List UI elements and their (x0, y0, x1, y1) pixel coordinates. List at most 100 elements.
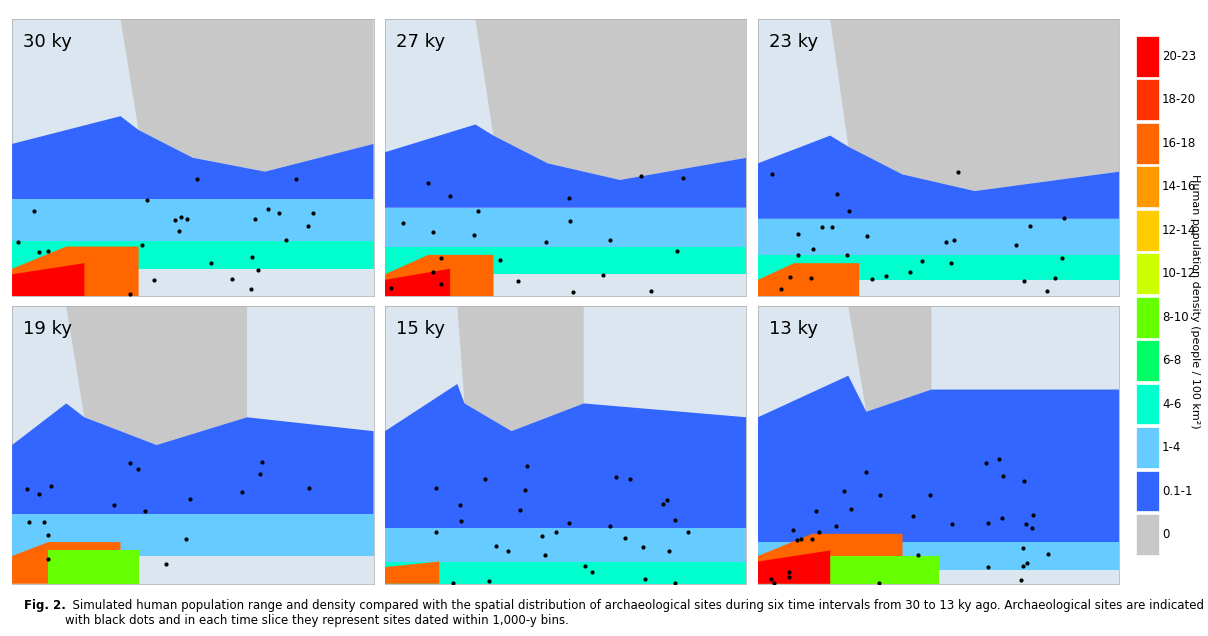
Point (660, 546, 679, 556)
Point (469, 206, 488, 216)
Text: 14-16: 14-16 (1162, 180, 1196, 193)
Bar (1136, 80, 1158, 120)
Point (382, 283, 401, 293)
Point (426, 483, 446, 493)
Point (835, 487, 854, 497)
Point (1022, 522, 1041, 532)
Point (600, 521, 620, 531)
Point (29, 247, 48, 257)
Bar (1136, 297, 1158, 338)
Bar (1136, 167, 1158, 207)
Text: 19 ky: 19 ky (23, 320, 72, 338)
Point (920, 490, 940, 501)
Point (511, 504, 530, 515)
Point (1052, 252, 1071, 263)
Point (426, 527, 446, 537)
Text: 8-10: 8-10 (1162, 311, 1189, 324)
Point (575, 562, 594, 572)
Point (559, 518, 579, 528)
Point (771, 284, 790, 294)
Point (863, 274, 882, 284)
Point (232, 487, 251, 497)
Bar (1136, 427, 1158, 468)
Point (837, 250, 856, 260)
Point (582, 567, 602, 577)
Point (657, 495, 676, 505)
Point (1011, 575, 1030, 585)
Point (780, 272, 800, 282)
Bar (1136, 36, 1158, 77)
Point (600, 235, 620, 245)
Bar (1136, 210, 1158, 251)
Point (42, 481, 62, 491)
Polygon shape (66, 307, 246, 445)
Point (499, 546, 518, 556)
Polygon shape (12, 247, 139, 296)
Polygon shape (385, 562, 747, 584)
Text: 12-14: 12-14 (1162, 224, 1196, 237)
Point (904, 511, 923, 522)
Point (762, 169, 782, 179)
Point (976, 458, 995, 468)
Point (807, 506, 826, 516)
Point (1014, 561, 1033, 571)
Point (936, 237, 956, 247)
Point (840, 205, 859, 216)
Polygon shape (121, 19, 373, 172)
Point (245, 214, 265, 225)
Point (269, 208, 289, 218)
Point (39, 554, 58, 564)
Point (813, 223, 832, 233)
Point (243, 252, 262, 262)
Point (547, 527, 567, 537)
Text: Human population density (people / 100 km²): Human population density (people / 100 k… (1190, 174, 1200, 429)
Point (561, 216, 580, 226)
Point (120, 458, 139, 468)
Point (877, 272, 896, 282)
Polygon shape (385, 384, 747, 529)
Point (779, 567, 798, 577)
Text: 13 ky: 13 ky (768, 320, 818, 338)
Text: 0.1-1: 0.1-1 (1162, 485, 1192, 497)
Point (942, 519, 962, 529)
Point (535, 550, 554, 560)
Point (802, 273, 821, 284)
Point (858, 230, 877, 240)
Point (993, 471, 1012, 481)
Point (259, 204, 278, 214)
Point (165, 215, 185, 225)
Point (465, 230, 484, 240)
Point (286, 174, 306, 184)
Polygon shape (757, 219, 1120, 255)
Point (641, 286, 661, 296)
Point (1014, 476, 1033, 487)
Point (978, 562, 998, 572)
Polygon shape (385, 247, 747, 274)
Point (1055, 214, 1074, 224)
Point (978, 518, 998, 528)
Point (24, 206, 43, 216)
Point (913, 256, 933, 266)
Polygon shape (757, 550, 830, 584)
Point (593, 270, 612, 280)
Point (809, 527, 829, 537)
Point (765, 578, 784, 588)
Point (516, 485, 535, 495)
Point (277, 235, 296, 245)
Point (303, 208, 323, 218)
Point (870, 578, 889, 588)
Point (1014, 277, 1033, 287)
Polygon shape (12, 263, 85, 296)
Point (451, 500, 470, 510)
Polygon shape (12, 200, 373, 241)
Point (1017, 520, 1036, 530)
Bar (1136, 471, 1158, 511)
Polygon shape (757, 135, 1120, 219)
Point (517, 461, 536, 471)
Point (443, 578, 463, 588)
Polygon shape (848, 307, 931, 411)
Point (176, 214, 196, 225)
Point (248, 265, 267, 275)
Point (948, 167, 968, 177)
Point (423, 227, 442, 237)
